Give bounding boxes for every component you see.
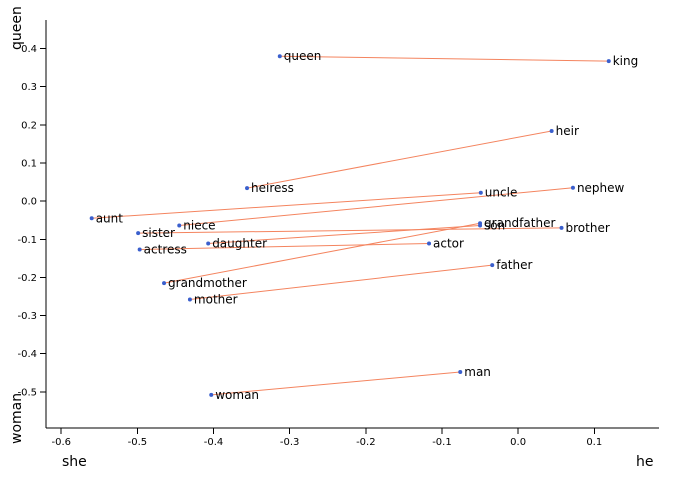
pair-line-daughter-son bbox=[208, 225, 481, 244]
point-label-woman: woman bbox=[215, 388, 259, 402]
point-nephew bbox=[570, 185, 575, 190]
y-tick-label: 0.0 bbox=[21, 197, 37, 208]
point-sister bbox=[136, 231, 141, 236]
point-mother bbox=[187, 297, 192, 302]
point-label-king: king bbox=[613, 54, 639, 68]
point-actor bbox=[427, 241, 432, 246]
pair-line-woman-man bbox=[211, 371, 461, 396]
pair-line-mother-father bbox=[189, 264, 493, 300]
pair-line-grandmother-grandfather bbox=[163, 222, 481, 284]
pair-line-niece-nephew bbox=[179, 187, 573, 227]
point-label-heiress: heiress bbox=[251, 181, 294, 195]
point-label-nephew: nephew bbox=[577, 181, 625, 195]
y-tick-label: -0.3 bbox=[17, 311, 37, 322]
point-label-aunt: aunt bbox=[96, 211, 124, 225]
y-axis-label-bottom: woman bbox=[9, 393, 25, 444]
point-label-grandfather: grandfather bbox=[484, 216, 555, 230]
point-label-sister: sister bbox=[142, 226, 175, 240]
y-tick-label: 0.4 bbox=[21, 44, 37, 55]
point-grandfather bbox=[478, 221, 483, 226]
point-label-father: father bbox=[496, 258, 532, 272]
y-tick-label: 0.3 bbox=[21, 82, 37, 93]
y-tick-label: 0.2 bbox=[21, 120, 37, 131]
point-label-actor: actor bbox=[433, 236, 464, 250]
x-tick-label: -0.5 bbox=[128, 437, 148, 448]
x-tick-label: -0.6 bbox=[51, 437, 71, 448]
point-king bbox=[606, 59, 611, 64]
point-niece bbox=[177, 223, 182, 228]
x-tick-label: -0.2 bbox=[356, 437, 376, 448]
point-label-queen: queen bbox=[284, 49, 322, 63]
point-aunt bbox=[89, 216, 94, 221]
point-label-son: son bbox=[484, 219, 505, 233]
point-heir bbox=[549, 128, 554, 133]
point-label-uncle: uncle bbox=[485, 186, 518, 200]
x-axis-label-right: he bbox=[636, 454, 654, 470]
point-uncle bbox=[478, 190, 483, 195]
x-tick-label: 0.0 bbox=[510, 437, 526, 448]
pair-line-actress-actor bbox=[139, 242, 430, 251]
point-label-heir: heir bbox=[556, 124, 579, 138]
y-tick-label: -0.1 bbox=[17, 235, 37, 246]
y-tick-label: 0.1 bbox=[21, 158, 37, 169]
y-tick-label: -0.5 bbox=[17, 387, 37, 398]
y-axis-label-top: queen bbox=[9, 6, 25, 50]
point-label-man: man bbox=[464, 365, 491, 379]
point-label-mother: mother bbox=[194, 292, 238, 306]
pair-lines bbox=[91, 55, 609, 396]
x-tick-label: -0.1 bbox=[432, 437, 452, 448]
pair-line-aunt-uncle bbox=[91, 192, 481, 219]
point-actress bbox=[137, 247, 142, 252]
x-tick-label: 0.1 bbox=[586, 437, 602, 448]
point-father bbox=[490, 263, 495, 268]
point-label-grandmother: grandmother bbox=[168, 276, 247, 290]
point-man bbox=[458, 369, 463, 374]
x-axis-label-left: she bbox=[62, 454, 87, 470]
x-tick-label: -0.3 bbox=[280, 437, 300, 448]
y-tick-label: -0.4 bbox=[17, 349, 37, 360]
point-grandmother bbox=[162, 281, 167, 286]
pair-line-queen-king bbox=[279, 55, 609, 62]
point-brother bbox=[559, 225, 564, 230]
point-label-actress: actress bbox=[144, 243, 187, 257]
x-ticks: -0.6 -0.5 -0.4 -0.3 -0.2 -0.1 0.0 0.1 bbox=[51, 428, 602, 448]
point-daughter bbox=[206, 241, 211, 246]
point-label-daughter: daughter bbox=[212, 236, 267, 250]
point-woman bbox=[209, 392, 214, 397]
axes: -0.6 -0.5 -0.4 -0.3 -0.2 -0.1 0.0 0.1 0.4 0.3 0.2… bbox=[17, 20, 659, 448]
point-heiress bbox=[245, 186, 250, 191]
word-points: queen king heir heiress uncle nephew aunt niece… bbox=[89, 49, 639, 402]
point-label-brother: brother bbox=[566, 221, 610, 235]
point-label-niece: niece bbox=[183, 219, 215, 233]
y-tick-label: -0.2 bbox=[17, 273, 37, 284]
x-tick-label: -0.4 bbox=[204, 437, 224, 448]
y-ticks: 0.4 0.3 0.2 0.1 0.0 -0.1 -0.2 -0.3 -0.4 -0.5 bbox=[17, 44, 46, 398]
pair-line-sister-brother bbox=[138, 227, 562, 234]
pair-line-heiress-heir bbox=[246, 130, 552, 189]
point-queen bbox=[277, 54, 282, 59]
